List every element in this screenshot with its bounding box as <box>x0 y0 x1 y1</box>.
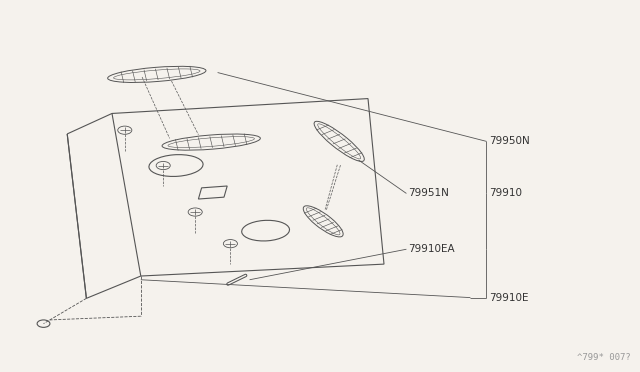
Text: 79950N: 79950N <box>490 137 531 146</box>
Text: 79910: 79910 <box>490 189 523 198</box>
Text: ^799* 007?: ^799* 007? <box>577 353 630 362</box>
Text: 79951N: 79951N <box>408 189 449 198</box>
Text: 79910E: 79910E <box>490 293 529 302</box>
Text: 79910EA: 79910EA <box>408 244 455 254</box>
